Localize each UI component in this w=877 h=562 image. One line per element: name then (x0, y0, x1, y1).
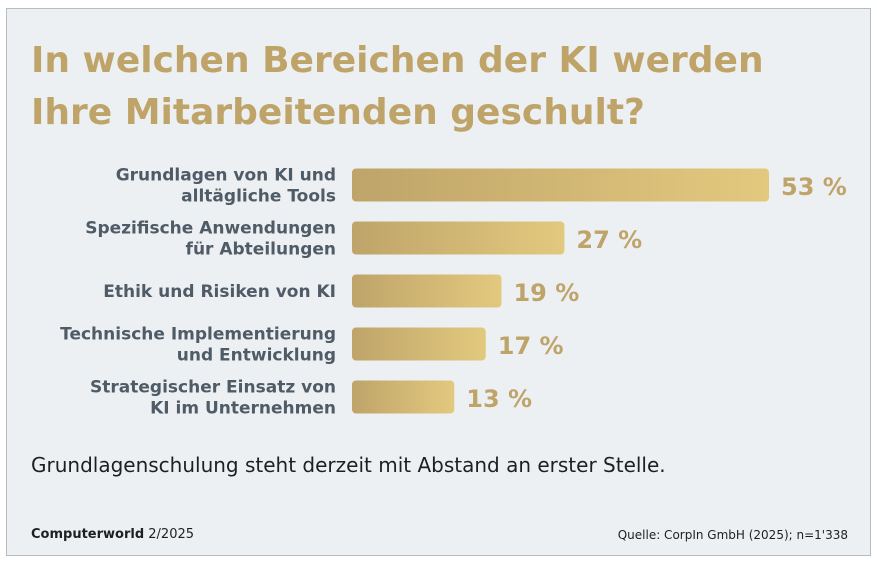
bar (352, 221, 565, 255)
publication-issue: 2/2025 (148, 527, 195, 542)
category-label-line: Grundlagen von KI und (116, 166, 336, 186)
bar-value-label: 13 % (466, 385, 532, 413)
category-label-line: Spezifische Anwendungen (85, 219, 336, 239)
bar-value-label: 19 % (513, 279, 579, 307)
publication-credit: Computerworld 2/2025 (31, 527, 194, 542)
category-label-line: Strategischer Einsatz von (90, 378, 336, 398)
chart-title: In welchen Bereichen der KI werden Ihre … (31, 40, 764, 133)
category-label: Spezifische Anwendungen für Abteilungen (85, 219, 336, 260)
bar-value-label: 53 % (781, 173, 847, 201)
category-label-line: Ethik und Risiken von KI (103, 282, 336, 302)
bar (352, 327, 486, 361)
category-label: Strategischer Einsatz von KI im Unternehm… (90, 378, 336, 419)
category-label-line: KI im Unternehmen (150, 399, 336, 419)
source-note: Quelle: CorpIn GmbH (2025); n=1'338 (617, 528, 848, 542)
publication-name: Computerworld (31, 527, 145, 542)
category-label: Grundlagen von KI und alltägliche Tools (116, 166, 336, 207)
bar (352, 380, 455, 414)
bar (352, 274, 502, 308)
category-label: Technische Implementierung und Entwicklun… (60, 325, 336, 366)
chart-card: In welchen Bereichen der KI werden Ihre … (6, 8, 871, 556)
category-label-line: für Abteilungen (186, 240, 336, 260)
bar-chart: 53 % Grundlagen von KI und alltägliche Too… (60, 166, 847, 419)
category-label-line: und Entwicklung (177, 346, 336, 366)
bar-value-label: 27 % (576, 226, 642, 254)
category-label-line: Technische Implementierung (60, 325, 336, 345)
chart-subtitle: Grundlagenschulung steht derzeit mit Abs… (31, 453, 666, 477)
category-label: Ethik und Risiken von KI (103, 282, 336, 302)
bar (352, 168, 769, 202)
bar-value-label: 17 % (498, 332, 564, 360)
category-label-line: alltägliche Tools (181, 187, 336, 207)
